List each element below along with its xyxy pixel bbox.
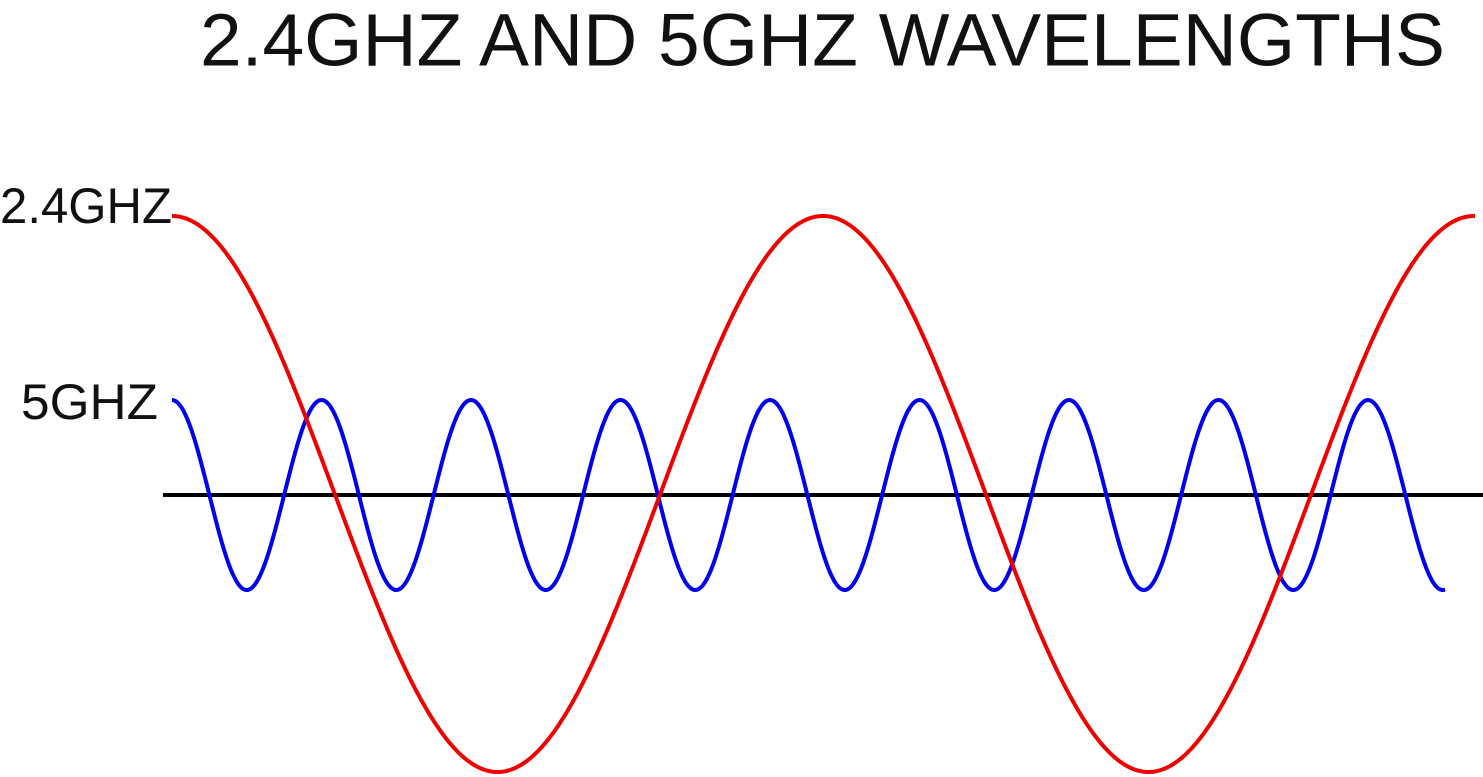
title: 2.4GHZ AND 5GHZ WAVELENGTHS [200, 0, 1445, 82]
wave-label: 5GHZ [21, 374, 158, 430]
wave-5ghz [171, 397, 1446, 592]
wave-2-4ghz [171, 213, 1476, 774]
wave-label: 2.4GHZ [0, 178, 172, 234]
